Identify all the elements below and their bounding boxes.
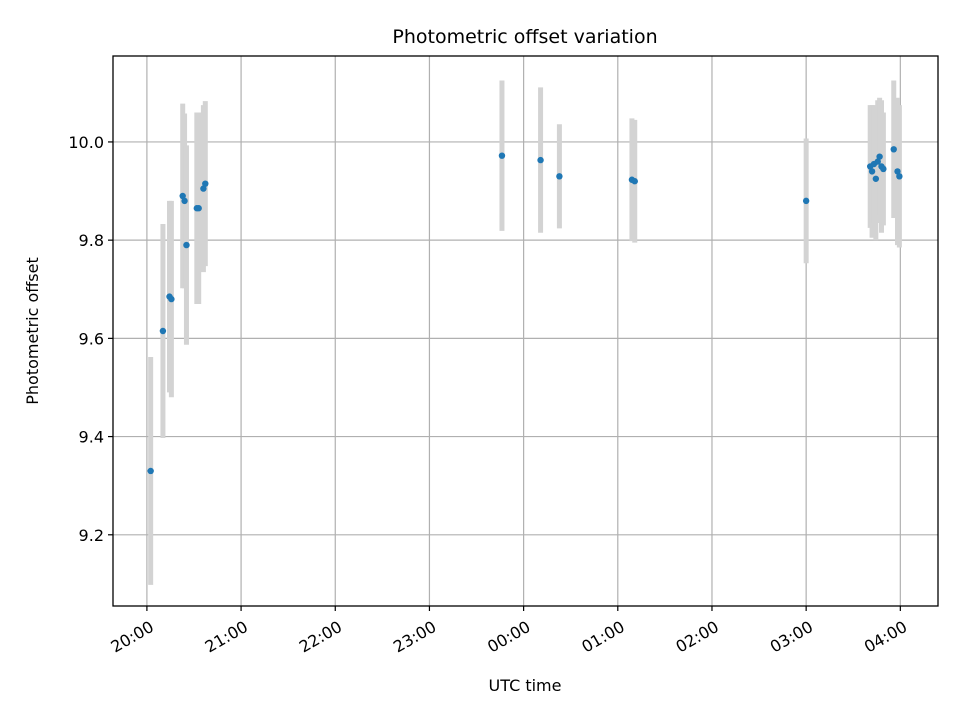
data-point [874, 158, 881, 165]
data-point [147, 467, 154, 475]
x-axis-label: UTC time [489, 676, 562, 695]
data-point [195, 205, 202, 212]
data-point [537, 156, 544, 164]
data-point [872, 175, 880, 182]
grid-lines [113, 56, 938, 606]
data-point [168, 295, 175, 303]
data-point [200, 185, 207, 192]
data-point [802, 197, 810, 205]
data-point [894, 168, 901, 175]
data-point [179, 192, 186, 200]
chart-title: Photometric offset variation [392, 26, 657, 48]
data-point [183, 241, 190, 249]
data-point [868, 168, 876, 175]
y-axis-label: Photometric offset [23, 257, 42, 405]
y-tick-label: 9.8 [79, 231, 104, 250]
data-point [556, 173, 563, 180]
data-points [147, 146, 903, 475]
data-point [896, 173, 903, 180]
data-point [498, 152, 506, 159]
plot-frame [112, 55, 939, 607]
data-point [159, 327, 167, 335]
y-tick-label: 9.2 [79, 526, 104, 545]
data-point [880, 165, 887, 173]
data-point [202, 180, 209, 187]
y-tick-label: 9.6 [79, 329, 104, 348]
y-tick-label: 9.4 [79, 428, 104, 447]
data-point [890, 146, 897, 153]
data-point [876, 153, 883, 160]
data-point [181, 197, 188, 205]
y-axis-ticks: 9.2 9.4 9.6 9.8 10.0 [68, 133, 113, 545]
y-tick-label: 10.0 [68, 133, 104, 152]
data-point [631, 178, 638, 185]
